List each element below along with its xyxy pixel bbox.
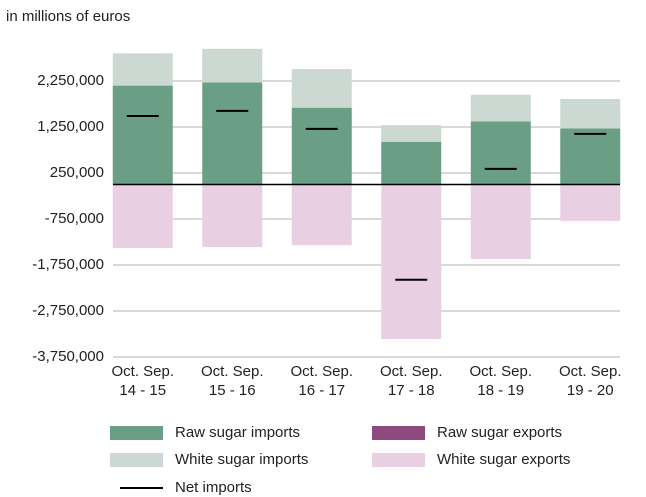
x-tick-label: 15 - 16 (209, 382, 256, 399)
bar-segment (470, 121, 531, 185)
legend-label: White sugar imports (175, 451, 308, 468)
y-axis-label: in millions of euros (6, 8, 130, 25)
y-tick-label: -1,750,000 (32, 256, 104, 273)
bar-segment (202, 48, 263, 83)
x-tick-label: 14 - 15 (119, 382, 166, 399)
y-tick-label: -2,750,000 (32, 302, 104, 319)
bar-segment (470, 184, 531, 260)
x-tick-label: 19 - 20 (567, 382, 614, 399)
legend-swatch (110, 426, 163, 440)
legend-label: White sugar exports (437, 451, 570, 468)
legend-swatch (372, 426, 425, 440)
x-tick-label: Oct. Sep. (111, 363, 174, 380)
y-tick-label: 250,000 (50, 164, 104, 181)
legend-swatch (372, 453, 425, 467)
bar-segment (470, 94, 531, 122)
x-tick-label: Oct. Sep. (559, 363, 622, 380)
bar-segment (112, 53, 173, 86)
legend-swatch (110, 453, 163, 467)
bar-segment (291, 107, 352, 185)
x-tick-label: 18 - 19 (477, 382, 524, 399)
bar-segment (112, 184, 173, 248)
x-tick-label: Oct. Sep. (290, 363, 353, 380)
legend-label: Raw sugar exports (437, 424, 562, 441)
y-tick-label: -750,000 (45, 210, 104, 227)
bar-segment (560, 184, 621, 221)
bar-segment (381, 184, 442, 340)
legend-label: Net imports (175, 479, 252, 496)
y-tick-label: 2,250,000 (37, 72, 104, 89)
bar-segment (112, 85, 173, 185)
x-tick-label: 17 - 18 (388, 382, 435, 399)
bar-segment (202, 82, 263, 185)
bar-segment (560, 98, 621, 129)
x-tick-label: Oct. Sep. (201, 363, 264, 380)
bar-segment (202, 184, 263, 248)
x-tick-label: Oct. Sep. (380, 363, 443, 380)
bar-segment (560, 128, 621, 185)
x-tick-label: 16 - 17 (298, 382, 345, 399)
bar-segment (291, 184, 352, 246)
y-tick-label: -3,750,000 (32, 348, 104, 365)
legend-label: Raw sugar imports (175, 424, 300, 441)
x-tick-label: Oct. Sep. (469, 363, 532, 380)
y-tick-label: 1,250,000 (37, 118, 104, 135)
bar-segment (381, 141, 442, 185)
bar-segment (291, 69, 352, 108)
bar-segment (381, 125, 442, 142)
